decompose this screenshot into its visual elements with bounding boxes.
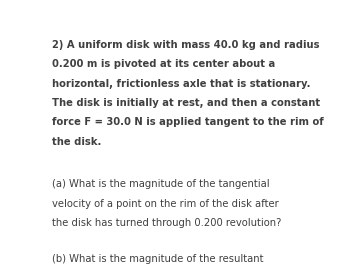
Text: (b) What is the magnitude of the resultant: (b) What is the magnitude of the resulta…: [52, 254, 264, 264]
Text: the disk has turned through 0.200 revolution?: the disk has turned through 0.200 revolu…: [52, 218, 281, 228]
Text: (a) What is the magnitude of the tangential: (a) What is the magnitude of the tangent…: [52, 179, 270, 189]
Text: 2) A uniform disk with mass 40.0 kg and radius: 2) A uniform disk with mass 40.0 kg and …: [52, 40, 320, 50]
Text: horizontal, frictionless axle that is stationary.: horizontal, frictionless axle that is st…: [52, 79, 310, 89]
Text: 0.200 m is pivoted at its center about a: 0.200 m is pivoted at its center about a: [52, 60, 275, 69]
Text: The disk is initially at rest, and then a constant: The disk is initially at rest, and then …: [52, 98, 320, 108]
Text: force F = 30.0 N is applied tangent to the rim of: force F = 30.0 N is applied tangent to t…: [52, 117, 324, 127]
Text: the disk.: the disk.: [52, 137, 101, 147]
Text: velocity of a point on the rim of the disk after: velocity of a point on the rim of the di…: [52, 199, 279, 209]
